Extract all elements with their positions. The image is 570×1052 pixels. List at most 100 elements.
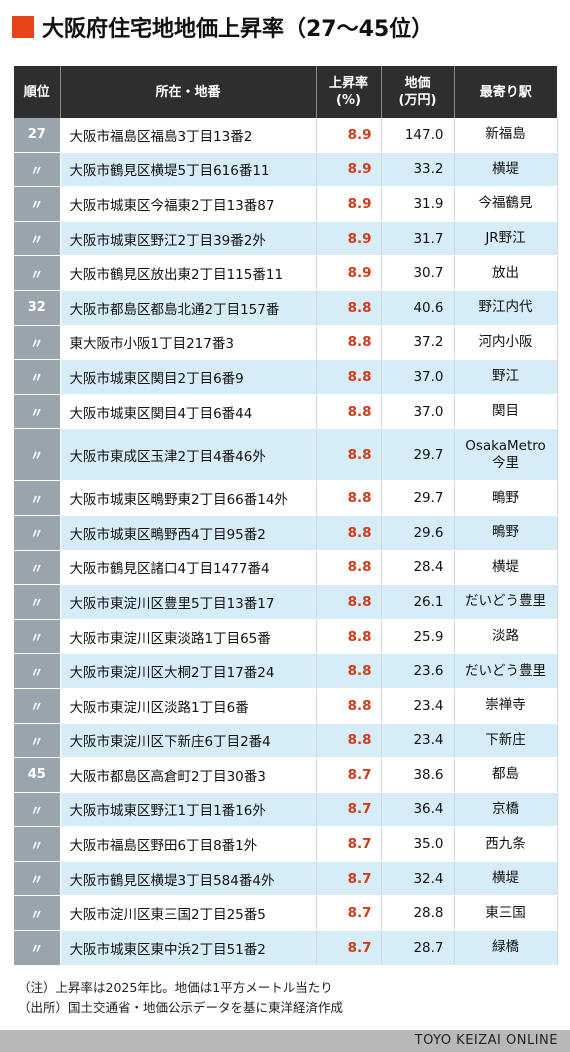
table-row: 〃大阪市鶴見区横堤5丁目616番11 8.9 33.2 横堤: [14, 152, 558, 188]
table-row: 〃大阪市淀川区東三国2丁目25番5 8.7 28.8 東三国: [14, 895, 558, 932]
cell-price: 23.4: [381, 688, 455, 724]
cell-rate: 8.9: [316, 221, 382, 257]
table-row: 〃大阪市東淀川区大桐2丁目17番24 8.8 23.6 だいどう豊里: [14, 653, 558, 689]
footer-bar: TOYO KEIZAI ONLINE: [0, 1030, 570, 1052]
cell-rank: 〃: [14, 619, 61, 655]
note-line: （注）上昇率は2025年比。地価は1平方メートル当たり: [18, 980, 333, 995]
cell-station: 関目: [454, 394, 558, 430]
cell-rate: 8.9: [316, 255, 382, 291]
page-title: 大阪府住宅地地価上昇率（27〜45位）: [42, 17, 434, 42]
cell-station: JR野江: [454, 221, 558, 257]
cell-rank: 32: [14, 290, 61, 326]
cell-station: 京橋: [454, 792, 558, 828]
cell-address: 大阪市東成区玉津2丁目4番46外: [60, 428, 317, 482]
title-bar: 大阪府住宅地地価上昇率（27〜45位）: [12, 12, 433, 42]
cell-price: 32.4: [381, 861, 455, 897]
cell-rate: 8.7: [316, 757, 382, 793]
cell-station: 河内小阪: [454, 325, 558, 361]
cell-station: 鴫野: [454, 480, 558, 516]
cell-rate: 8.9: [316, 118, 382, 153]
table-row: 〃大阪市城東区鴫野東2丁目66番14外 8.8 29.7 鴫野: [14, 480, 558, 516]
cell-price: 37.2: [381, 325, 455, 361]
table-row: 〃大阪市東淀川区東淡路1丁目65番 8.8 25.9 淡路: [14, 619, 558, 655]
cell-rate: 8.9: [316, 152, 382, 188]
cell-address: 大阪市東淀川区東淡路1丁目65番: [60, 619, 317, 655]
cell-price: 31.9: [381, 186, 455, 222]
cell-rate: 8.8: [316, 428, 382, 482]
table-row: 〃大阪市東淀川区豊里5丁目13番17 8.8 26.1 だいどう豊里: [14, 584, 558, 620]
cell-address: 大阪市鶴見区諸口4丁目1477番4: [60, 550, 317, 586]
cell-rank: 〃: [14, 550, 61, 586]
cell-rank: 〃: [14, 861, 61, 897]
cell-rank: 〃: [14, 186, 61, 222]
cell-station: 崇禅寺: [454, 688, 558, 724]
cell-price: 30.7: [381, 255, 455, 291]
cell-price: 29.7: [381, 428, 455, 482]
cell-price: 26.1: [381, 584, 455, 620]
cell-rank: 27: [14, 118, 61, 153]
table-row: 〃大阪市鶴見区諸口4丁目1477番4 8.8 28.4 横堤: [14, 550, 558, 586]
cell-rate: 8.8: [316, 584, 382, 620]
cell-rank: 〃: [14, 428, 61, 482]
cell-rank: 45: [14, 757, 61, 793]
table-row: 〃大阪市城東区関目2丁目6番9 8.8 37.0 野江: [14, 359, 558, 395]
title-accent-square: [12, 16, 34, 38]
ranking-table: 順位 所在・地番 上昇率 (%) 地価 (万円) 最寄り駅 27 大阪市福島区福島…: [14, 66, 558, 966]
cell-price: 36.4: [381, 792, 455, 828]
cell-rate: 8.8: [316, 515, 382, 551]
cell-address: 東大阪市小阪1丁目217番3: [60, 325, 317, 361]
cell-address: 大阪市鶴見区放出東2丁目115番11: [60, 255, 317, 291]
cell-rank: 〃: [14, 584, 61, 620]
table-row: 〃大阪市城東区野江2丁目39番2外 8.9 31.7 JR野江: [14, 221, 558, 257]
cell-station: 都島: [454, 757, 558, 793]
cell-address: 大阪市城東区今福東2丁目13番87: [60, 186, 317, 222]
cell-rate: 8.8: [316, 619, 382, 655]
table-body: 27 大阪市福島区福島3丁目13番2 8.9 147.0 新福島〃大阪市鶴見区横堤5丁目…: [14, 118, 558, 966]
cell-price: 147.0: [381, 118, 455, 153]
cell-address: 大阪市城東区関目4丁目6番44: [60, 394, 317, 430]
cell-rate: 8.7: [316, 895, 382, 932]
table-row: 〃大阪市城東区関目4丁目6番44 8.8 37.0 関目: [14, 394, 558, 430]
cell-rate: 8.7: [316, 826, 382, 862]
cell-station: 鴫野: [454, 515, 558, 551]
column-header-price: 地価 (万円): [381, 66, 455, 118]
cell-address: 大阪市城東区鴫野東2丁目66番14外: [60, 480, 317, 516]
cell-address: 大阪市城東区野江1丁目1番16外: [60, 792, 317, 828]
cell-rate: 8.8: [316, 688, 382, 724]
cell-rate: 8.8: [316, 394, 382, 430]
cell-rate: 8.7: [316, 930, 382, 966]
cell-rank: 〃: [14, 930, 61, 966]
source-line: （出所）国土交通省・地価公示データを基に東洋経済作成: [18, 1000, 344, 1015]
table-row: 45 大阪市都島区高倉町2丁目30番3 8.7 38.6 都島: [14, 757, 558, 793]
table-row: 〃大阪市城東区東中浜2丁目51番2 8.7 28.7 緑橋: [14, 930, 558, 966]
notes: （注）上昇率は2025年比。地価は1平方メートル当たり （出所）国土交通省・地価…: [18, 978, 343, 1018]
cell-rate: 8.8: [316, 290, 382, 326]
cell-station: OsakaMetro 今里: [454, 428, 558, 482]
cell-rate: 8.8: [316, 480, 382, 516]
cell-rank: 〃: [14, 359, 61, 395]
cell-station: 横堤: [454, 550, 558, 586]
column-header-address: 所在・地番: [60, 66, 317, 118]
table-row: 〃東大阪市小阪1丁目217番3 8.8 37.2 河内小阪: [14, 325, 558, 361]
cell-price: 40.6: [381, 290, 455, 326]
cell-price: 37.0: [381, 359, 455, 395]
cell-station: 緑橋: [454, 930, 558, 966]
cell-station: 新福島: [454, 118, 558, 153]
column-header-station: 最寄り駅: [454, 66, 557, 118]
cell-address: 大阪市城東区野江2丁目39番2外: [60, 221, 317, 257]
cell-price: 33.2: [381, 152, 455, 188]
table-row: 32 大阪市都島区都島北通2丁目157番 8.8 40.6 野江内代: [14, 290, 558, 326]
cell-address: 大阪市東淀川区大桐2丁目17番24: [60, 653, 317, 689]
cell-price: 28.4: [381, 550, 455, 586]
table-row: 〃大阪市鶴見区横堤3丁目584番4外 8.7 32.4 横堤: [14, 861, 558, 897]
cell-rate: 8.9: [316, 186, 382, 222]
table-row: 〃大阪市東淀川区淡路1丁目6番 8.8 23.4 崇禅寺: [14, 688, 558, 724]
cell-rank: 〃: [14, 152, 61, 188]
cell-station: 今福鶴見: [454, 186, 558, 222]
cell-address: 大阪市鶴見区横堤5丁目616番11: [60, 152, 317, 188]
cell-address: 大阪市淀川区東三国2丁目25番5: [60, 895, 317, 932]
cell-rate: 8.8: [316, 723, 382, 759]
cell-rank: 〃: [14, 255, 61, 291]
cell-station: 下新庄: [454, 723, 558, 759]
cell-rate: 8.8: [316, 359, 382, 395]
